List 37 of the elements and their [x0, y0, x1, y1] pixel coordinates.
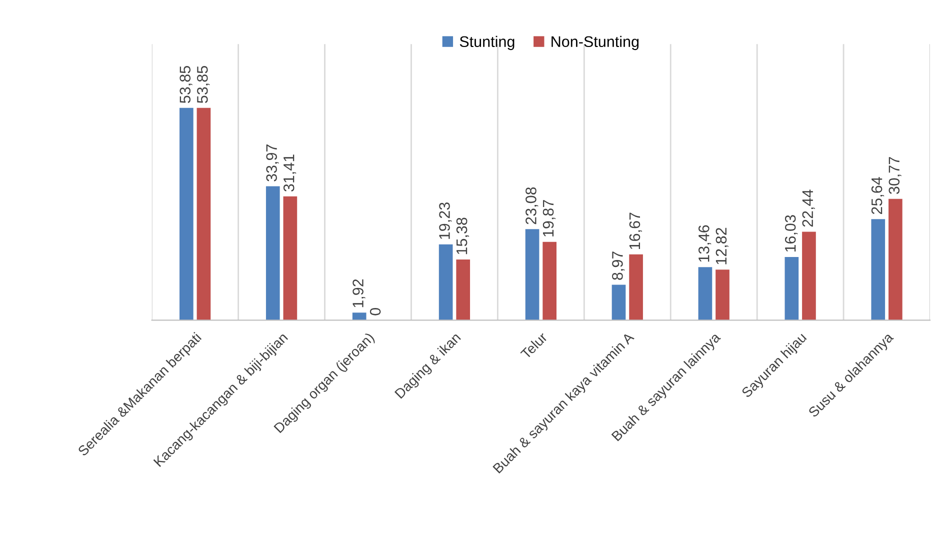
bar [888, 198, 902, 320]
bar [283, 196, 298, 320]
bar [542, 242, 556, 320]
data-label: 19,87 [542, 200, 556, 236]
bar [698, 267, 712, 320]
bar [438, 244, 453, 320]
data-label: 1,92 [352, 279, 366, 308]
data-label: 13,46 [698, 225, 712, 262]
bar [456, 260, 470, 320]
data-label: 12,82 [716, 228, 728, 264]
bar [180, 108, 194, 320]
bar [612, 284, 626, 320]
legend-label: Non-Stunting [552, 36, 639, 50]
data-label: 25,64 [871, 177, 884, 214]
data-label: 8,97 [612, 252, 625, 280]
data-label: 16,03 [784, 215, 798, 252]
data-label: 22,44 [802, 190, 815, 227]
data-label: 53,85 [197, 66, 210, 103]
data-label: 19,23 [439, 202, 452, 239]
bar [629, 254, 643, 320]
data-label: 0 [370, 308, 381, 316]
bar [266, 186, 280, 320]
data-label: 33,97 [266, 144, 279, 182]
data-label: 15,38 [456, 218, 470, 254]
bar [196, 108, 211, 320]
data-label: 30,77 [888, 157, 902, 194]
data-label: 16,67 [629, 212, 642, 250]
bar [352, 312, 366, 320]
bar [802, 232, 816, 320]
data-label: 53,85 [180, 66, 192, 103]
data-label: 23,08 [526, 187, 538, 224]
bar [525, 229, 540, 320]
data-label: 31,41 [283, 154, 296, 192]
legend-label: Stunting [460, 36, 514, 50]
bar [871, 219, 886, 320]
bar [716, 270, 730, 320]
bar [784, 256, 799, 320]
